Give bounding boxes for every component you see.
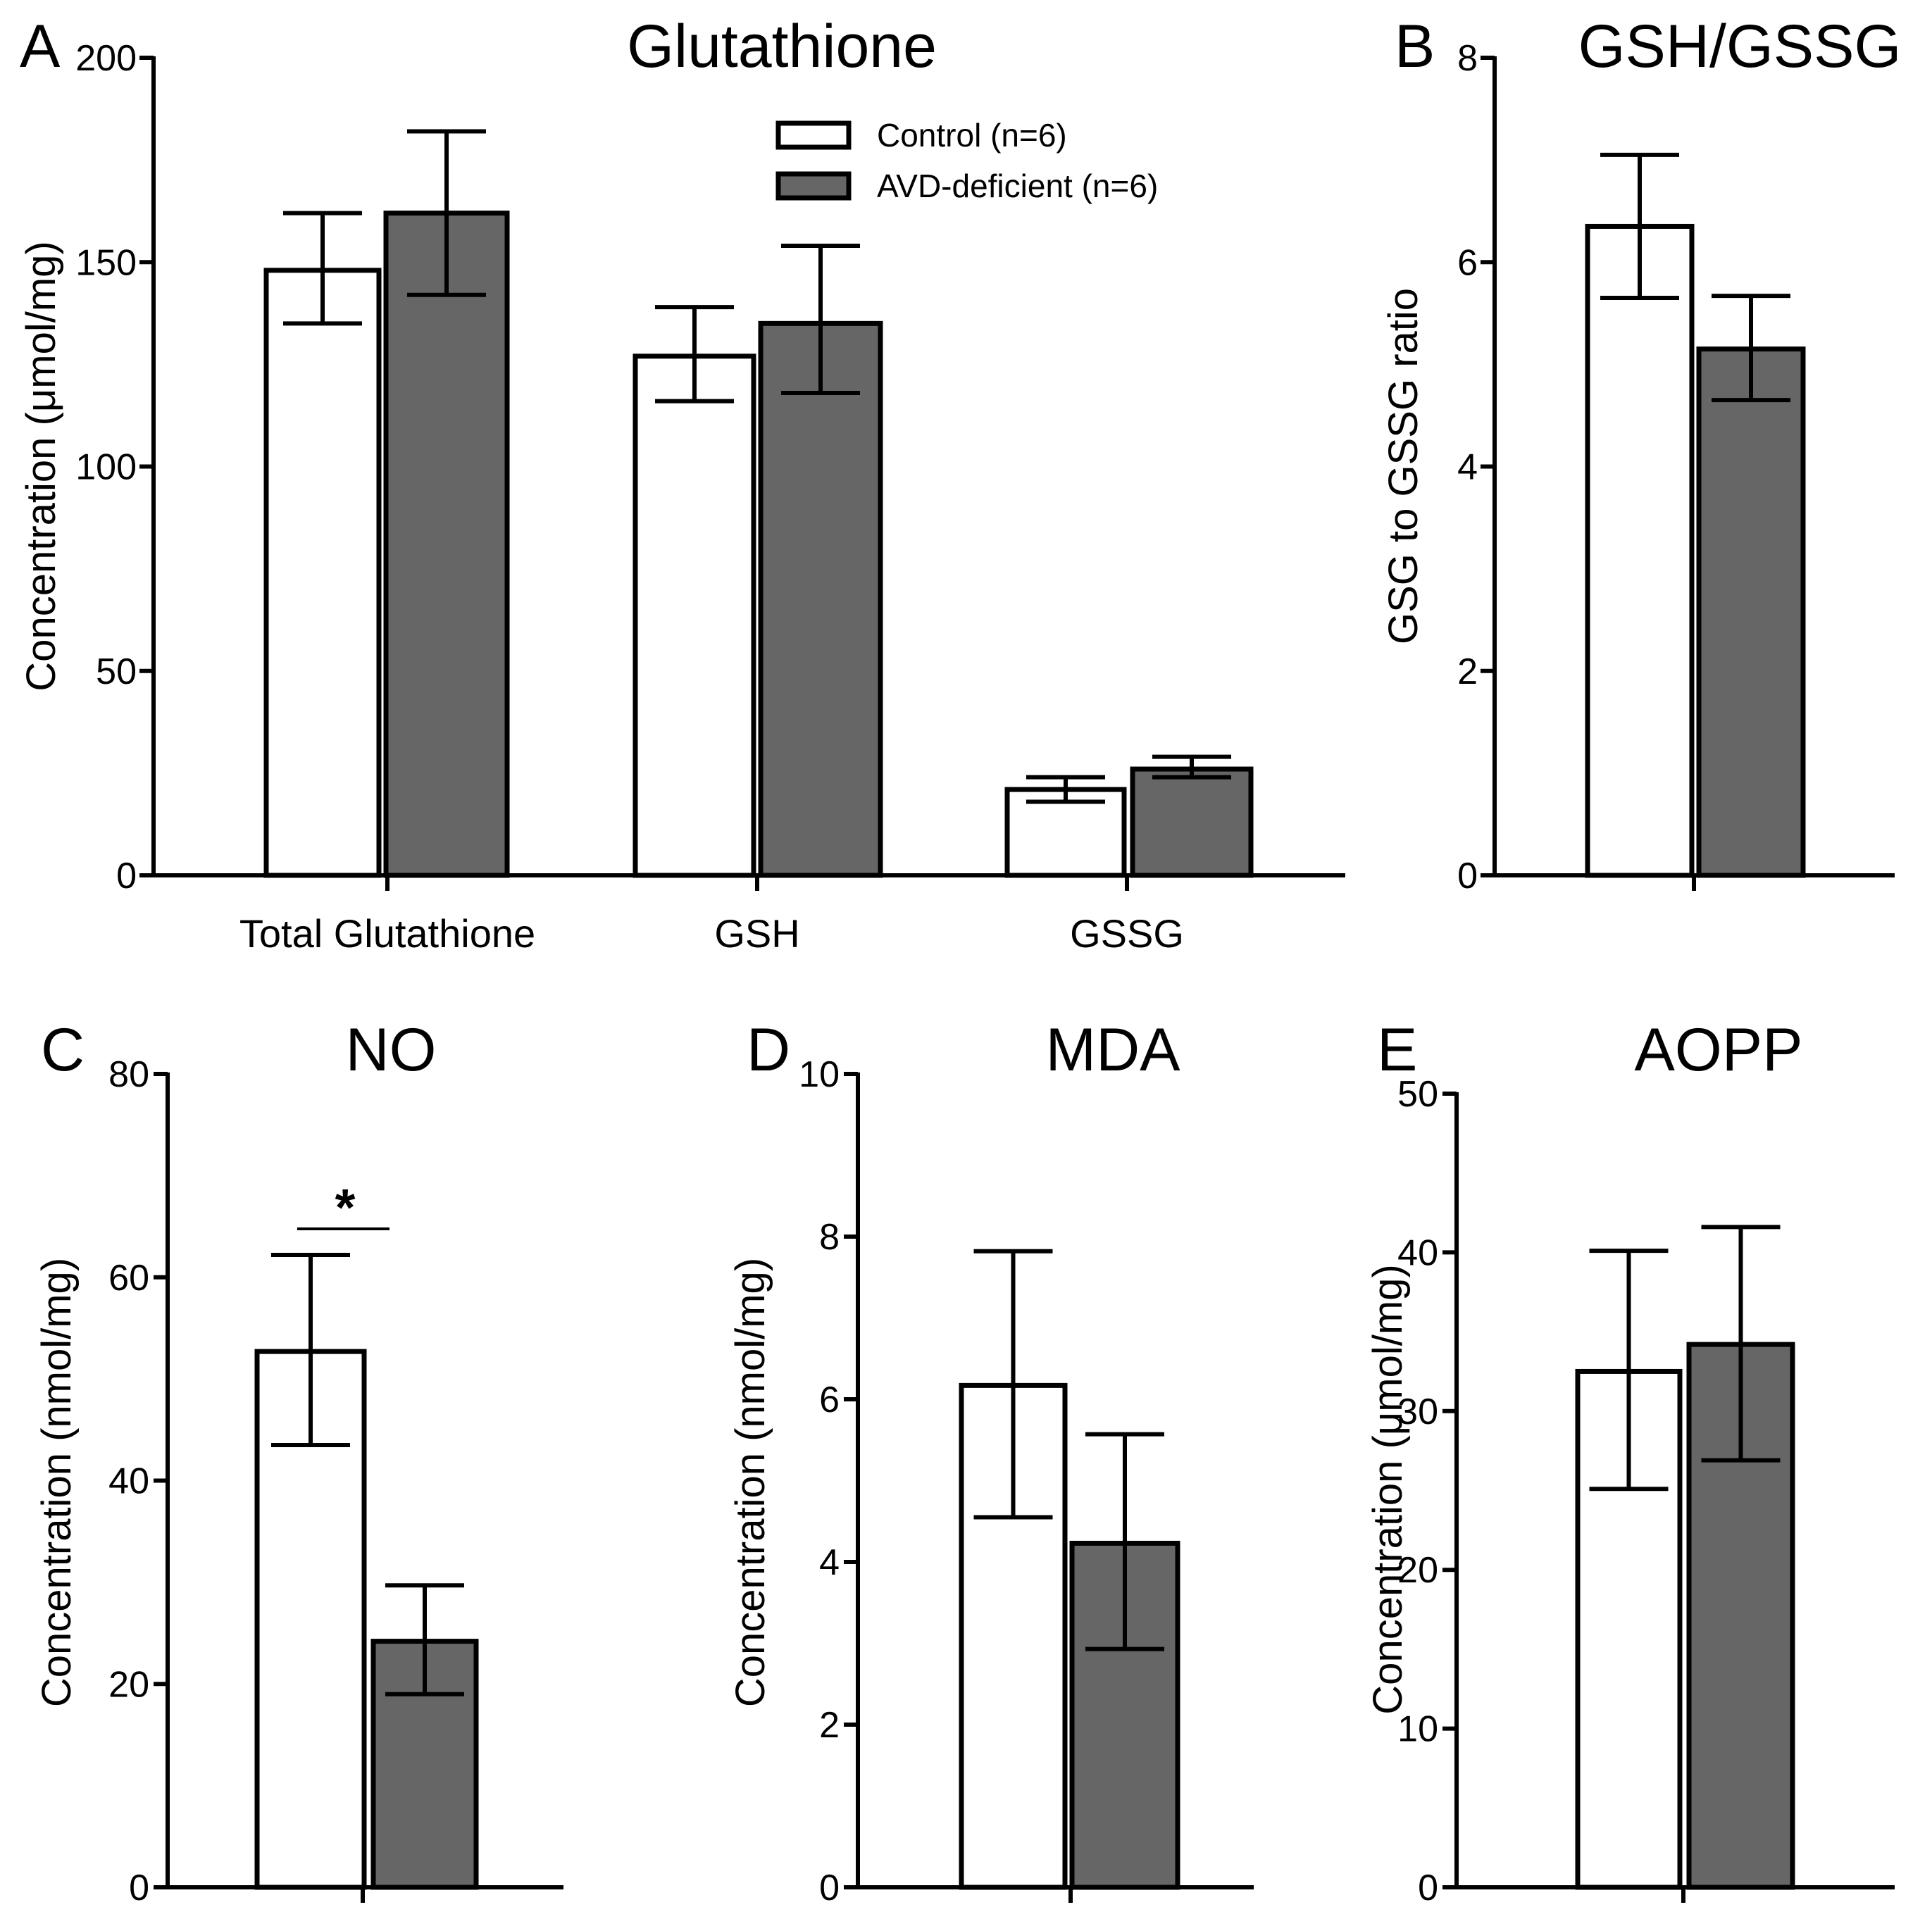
panel-d: D MDA Concentration (nmol/mg) 0 2 4 6 8 10 — [728, 1016, 1254, 1908]
y-tick-label: 10 — [1397, 1709, 1438, 1750]
panel-title: GSH/GSSG — [1578, 13, 1902, 80]
panel-e: E AOPP Concentration (μmol/mg) 0 10 20 30 40 50 — [1365, 1016, 1895, 1908]
y-axis-title: Concentration (μmol/mg) — [1365, 1264, 1411, 1714]
y-tick-label: 0 — [819, 1868, 840, 1908]
y-tick-label: 100 — [75, 447, 137, 488]
panel-a: A Glutathione Concentration (μmol/mg) 0 50 10… — [18, 13, 1345, 956]
significance-marker: * — [335, 1178, 356, 1237]
bar-control — [263, 268, 382, 878]
panel-letter: A — [20, 13, 61, 80]
bar-avd-deficient — [1696, 346, 1806, 878]
bar-control — [632, 354, 756, 878]
y-tick-label: 0 — [129, 1868, 149, 1908]
y-tick-label: 40 — [1397, 1232, 1438, 1273]
x-tick-label: GSSG — [1070, 911, 1184, 956]
panel-title: AOPP — [1635, 1016, 1803, 1084]
bar-avd-deficient — [758, 320, 883, 878]
y-tick-label: 80 — [108, 1054, 149, 1095]
y-tick-label: 6 — [1457, 242, 1478, 283]
x-tick-label: GSH — [714, 911, 799, 956]
y-axis-title: GSG to GSSG ratio — [1381, 288, 1426, 644]
bar-avd-deficient — [383, 211, 510, 878]
panel-letter: E — [1377, 1016, 1417, 1084]
legend-label-control: Control (n=6) — [877, 117, 1067, 154]
panel-b: B GSH/GSSG GSG to GSSG ratio 0 2 4 6 8 — [1381, 13, 1901, 896]
y-tick-label: 8 — [819, 1217, 840, 1258]
legend: Control (n=6) AVD-deficient (n=6) — [775, 117, 1158, 204]
y-tick-label: 4 — [819, 1542, 840, 1583]
y-tick-label: 2 — [819, 1705, 840, 1746]
y-tick-label: 6 — [819, 1380, 840, 1420]
panel-title: Glutathione — [627, 13, 937, 80]
y-tick-label: 50 — [1397, 1074, 1438, 1115]
y-tick-label: 20 — [108, 1664, 149, 1705]
y-tick-label: 10 — [799, 1054, 840, 1095]
y-axis-title: Concentration (μmol/mg) — [18, 241, 64, 691]
legend-swatch-control — [775, 120, 852, 150]
panel-title: MDA — [1045, 1016, 1180, 1084]
y-tick-label: 0 — [1457, 856, 1478, 896]
legend-swatch-avd-deficient — [775, 171, 852, 201]
y-tick-label: 0 — [1418, 1868, 1438, 1908]
x-tick-label: Total Glutathione — [239, 911, 535, 956]
y-tick-label: 40 — [108, 1461, 149, 1502]
y-tick-label: 8 — [1457, 38, 1478, 79]
panel-letter: C — [41, 1016, 85, 1084]
bar-control — [1585, 223, 1695, 878]
y-tick-label: 0 — [116, 856, 137, 896]
y-tick-label: 2 — [1457, 651, 1478, 692]
panel-c: C NO Concentration (nmol/mg) 0 20 40 60 80 * — [34, 1016, 563, 1908]
y-tick-label: 4 — [1457, 447, 1478, 488]
panel-letter: B — [1395, 13, 1435, 80]
y-tick-label: 60 — [108, 1258, 149, 1299]
y-tick-label: 200 — [75, 38, 137, 79]
y-axis-title: Concentration (nmol/mg) — [34, 1258, 80, 1707]
panel-title: NO — [346, 1016, 437, 1084]
y-tick-label: 150 — [75, 242, 137, 283]
panel-letter: D — [747, 1016, 790, 1084]
legend-label-avd-deficient: AVD-deficient (n=6) — [877, 168, 1158, 204]
y-tick-label: 50 — [96, 651, 137, 692]
y-tick-label: 20 — [1397, 1550, 1438, 1591]
bar-avd-deficient — [1130, 766, 1254, 878]
y-tick-label: 30 — [1397, 1392, 1438, 1432]
y-axis-title: Concentration (nmol/mg) — [728, 1258, 773, 1707]
